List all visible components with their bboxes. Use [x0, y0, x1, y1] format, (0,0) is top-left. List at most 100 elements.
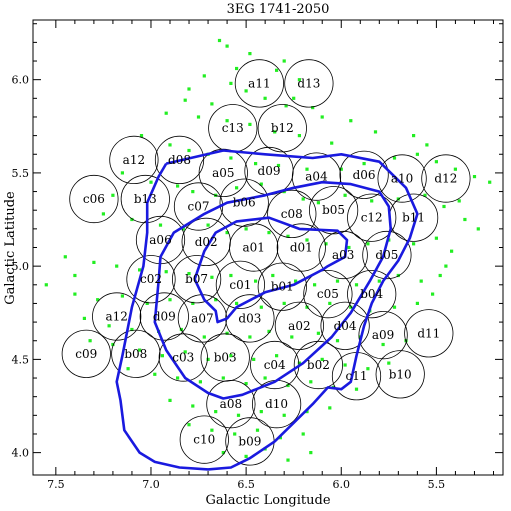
field-label: b08 — [124, 347, 147, 361]
field-circle — [421, 154, 471, 203]
field-label: c08 — [281, 207, 303, 221]
data-point — [183, 350, 187, 354]
field-circle — [154, 135, 205, 184]
data-point — [347, 245, 351, 250]
data-point — [271, 273, 275, 278]
field-label: b11 — [402, 211, 425, 225]
contour-outer — [115, 149, 419, 471]
field-circle — [179, 415, 229, 464]
data-point — [328, 301, 332, 305]
field-label: b01 — [271, 280, 294, 294]
data-point — [366, 242, 370, 246]
data-point — [225, 331, 229, 335]
data-points — [44, 38, 492, 462]
field-label: c12 — [361, 211, 383, 225]
data-point — [107, 324, 111, 328]
data-point — [259, 305, 263, 309]
data-point — [210, 102, 214, 106]
data-point — [442, 204, 446, 209]
data-point — [488, 180, 492, 184]
data-point — [324, 242, 328, 246]
data-point — [183, 98, 187, 102]
data-point — [248, 52, 252, 56]
field-label: a03 — [332, 248, 354, 262]
data-point — [202, 74, 206, 78]
data-point — [44, 283, 48, 287]
data-point — [111, 342, 115, 347]
data-point — [138, 268, 142, 272]
field-circle — [120, 174, 170, 224]
data-point — [92, 260, 96, 264]
data-point — [381, 342, 385, 347]
field-label: d09 — [153, 310, 176, 324]
data-point — [139, 134, 144, 138]
data-point — [187, 148, 191, 153]
data-point — [450, 249, 454, 253]
data-point — [282, 301, 286, 305]
data-point — [290, 335, 294, 339]
data-point — [206, 223, 210, 227]
field-label: c05 — [317, 287, 339, 301]
field-label: c03 — [172, 351, 194, 365]
y-tick-label: 5.5 — [12, 167, 30, 180]
field-label: a12 — [105, 310, 127, 324]
field-label: a08 — [220, 397, 242, 411]
data-point — [423, 193, 427, 197]
data-point — [267, 329, 271, 333]
data-point — [313, 283, 317, 287]
y-axis-label: Galactic Latitude — [3, 191, 18, 305]
data-point — [305, 167, 309, 171]
field-circle — [303, 269, 353, 319]
data-point — [196, 115, 201, 119]
data-point — [444, 264, 448, 268]
field-circle — [234, 59, 284, 108]
data-point — [320, 115, 324, 119]
field-circle — [347, 193, 397, 242]
data-point — [343, 363, 347, 367]
field-circle — [377, 154, 427, 203]
data-point — [267, 231, 271, 235]
y-tick-label: 6.0 — [12, 74, 30, 87]
data-point — [248, 335, 252, 339]
data-point — [457, 199, 461, 203]
data-point — [309, 451, 313, 455]
data-point — [244, 454, 248, 458]
data-point — [412, 242, 416, 246]
data-point — [328, 406, 332, 410]
data-point — [235, 186, 239, 190]
field-circle — [219, 178, 269, 227]
data-point — [434, 236, 438, 240]
data-point — [354, 283, 359, 287]
field-circle — [206, 379, 256, 429]
field-label: a07 — [191, 311, 213, 325]
field-label: b12 — [271, 121, 294, 135]
data-point — [82, 316, 86, 320]
data-point — [476, 227, 480, 231]
field-circle — [404, 309, 454, 358]
data-point — [101, 212, 105, 216]
contour-middle — [153, 180, 393, 400]
x-axis-label: Galactic Longitude — [205, 493, 330, 508]
data-point — [354, 387, 359, 391]
field-circle — [347, 269, 397, 319]
field-label: c09 — [75, 347, 97, 361]
field-label: d06 — [353, 168, 376, 182]
field-label: a12 — [123, 153, 145, 167]
data-point — [425, 143, 429, 147]
field-label: c10 — [193, 433, 215, 447]
data-point — [214, 410, 218, 414]
y-tick-label: 5.0 — [12, 260, 30, 273]
field-label: b05 — [322, 203, 345, 217]
data-point — [396, 273, 400, 278]
y-tick-label: 4.5 — [12, 353, 30, 366]
data-point — [153, 372, 157, 376]
data-point — [198, 380, 202, 384]
field-circle — [308, 186, 359, 235]
field-circle — [320, 301, 370, 350]
data-point — [233, 432, 237, 436]
data-point — [187, 87, 191, 91]
data-point — [275, 68, 279, 72]
data-point — [330, 141, 334, 145]
data-point — [229, 156, 233, 160]
